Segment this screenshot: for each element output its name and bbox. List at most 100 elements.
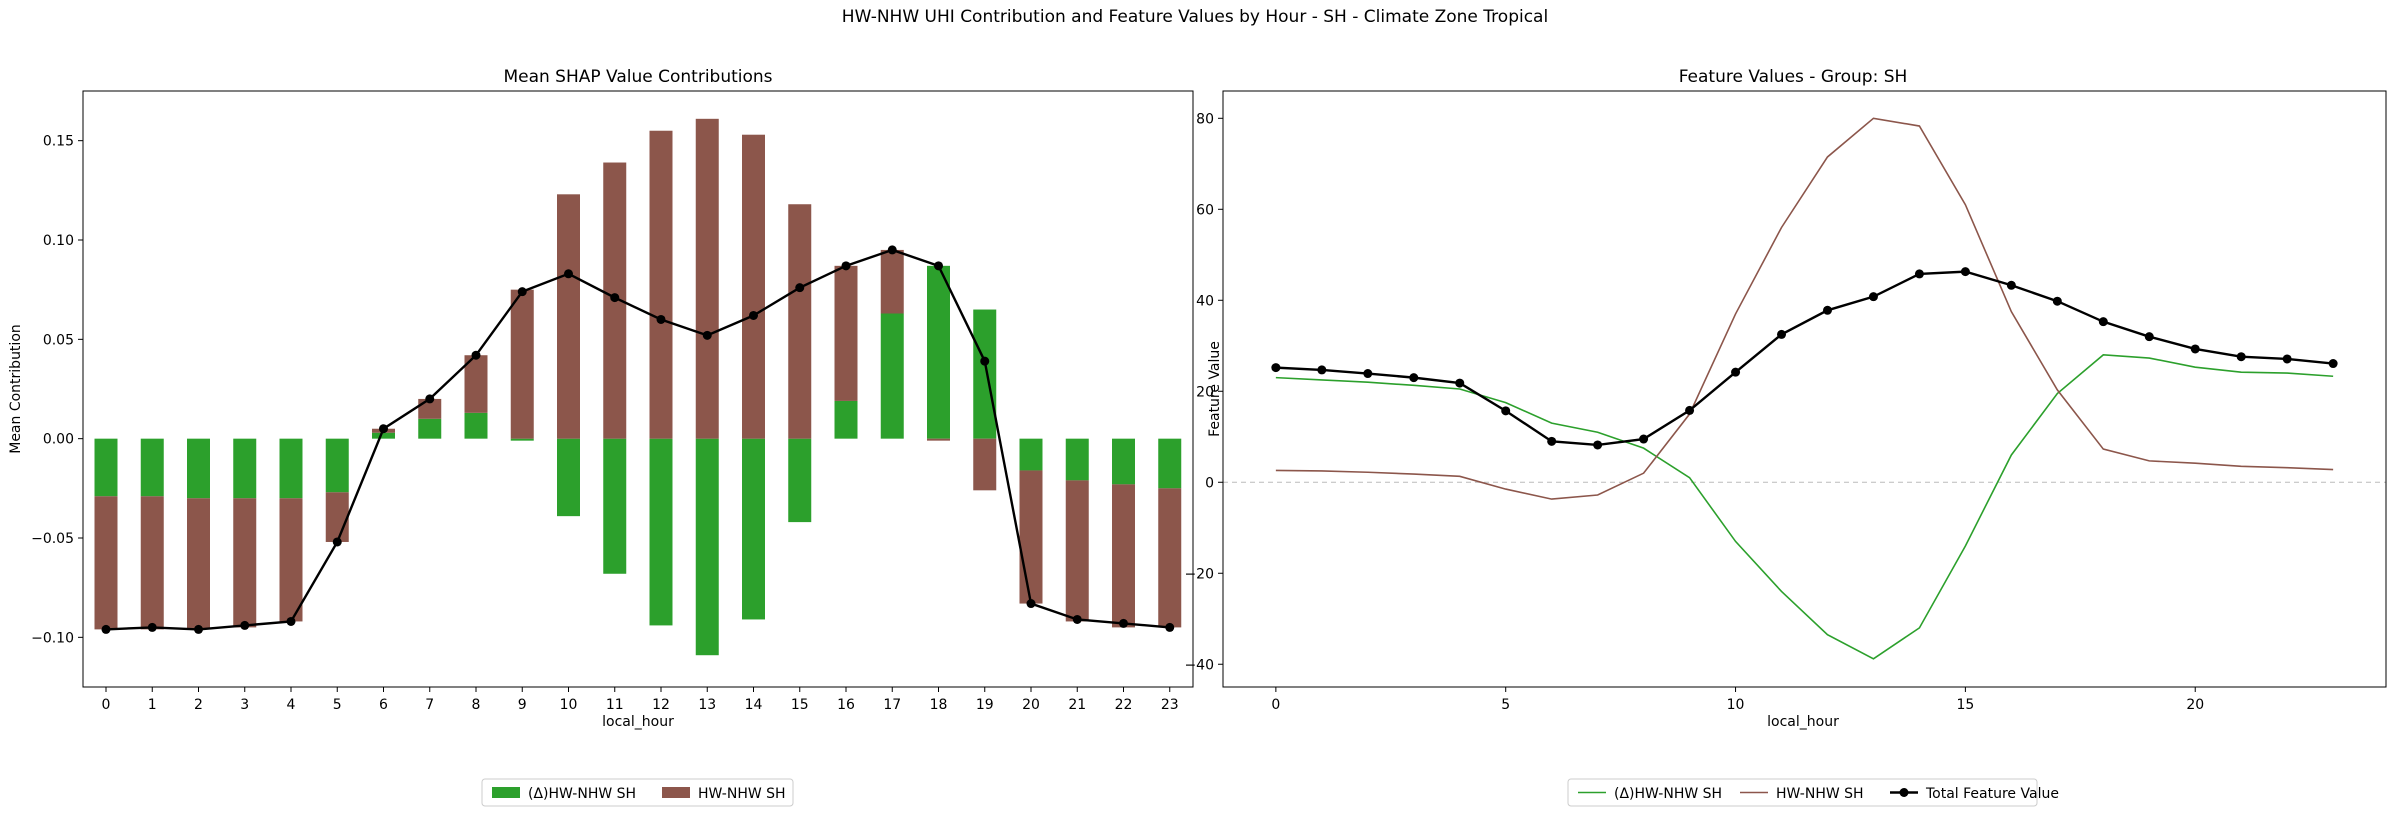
x-tick-label: 13 <box>698 697 716 713</box>
shap-chart-xlabel: local_hour <box>602 714 674 730</box>
bar-delta-hour-1 <box>140 438 164 497</box>
x-tick-label: 10 <box>1727 697 1745 713</box>
legend-label-0: (Δ)HW-NHW SH <box>1614 786 1722 802</box>
total-point-hour-15 <box>795 283 805 293</box>
bar-hwnhw-hour-15 <box>788 204 812 439</box>
series-point-2-hour-22 <box>2282 354 2292 364</box>
bar-hwnhw-hour-22 <box>1112 484 1135 628</box>
x-tick-label: 2 <box>194 697 203 713</box>
x-tick-label: 23 <box>1161 697 1179 713</box>
bar-hwnhw-hour-8 <box>464 355 488 413</box>
x-tick-label: 1 <box>148 697 157 713</box>
total-point-hour-17 <box>887 245 897 255</box>
bar-hwnhw-hour-2 <box>187 498 210 630</box>
series-point-2-hour-1 <box>1317 365 1327 375</box>
x-tick-label: 20 <box>1022 697 1040 713</box>
y-tick-label: 80 <box>1196 111 1214 127</box>
x-tick-label: 12 <box>652 697 670 713</box>
total-point-hour-19 <box>980 356 990 366</box>
bar-delta-hour-14 <box>742 438 765 620</box>
total-point-hour-23 <box>1165 622 1175 632</box>
bar-delta-hour-7 <box>418 418 442 439</box>
series-point-2-hour-15 <box>1960 267 1970 277</box>
y-tick-label: 0.15 <box>43 134 74 150</box>
feature-chart-legend: (Δ)HW-NHW SH HW-NHW SH Total Feature Value <box>1567 778 2059 807</box>
legend-label-delta: (Δ)HW-NHW SH <box>528 786 636 802</box>
bar-delta-hour-3 <box>233 438 257 499</box>
series-point-2-hour-8 <box>1639 434 1649 444</box>
series-point-2-hour-10 <box>1731 367 1741 377</box>
legend-frame <box>481 778 794 807</box>
legend-label-hwnhw: HW-NHW SH <box>698 786 786 802</box>
bar-hwnhw-hour-23 <box>1158 488 1182 628</box>
series-point-2-hour-6 <box>1547 436 1557 446</box>
total-point-hour-1 <box>147 622 157 632</box>
y-tick-label: 0.05 <box>43 332 74 348</box>
x-tick-label: 7 <box>425 697 434 713</box>
bar-delta-hour-11 <box>603 438 627 574</box>
x-tick-label: 22 <box>1115 697 1133 713</box>
legend-swatch-delta <box>492 787 520 798</box>
series-point-2-hour-4 <box>1455 378 1465 388</box>
shap-chart-ylabel: Mean Contribution <box>8 324 24 454</box>
total-point-hour-3 <box>240 620 250 630</box>
series-point-2-hour-13 <box>1868 292 1878 302</box>
bar-delta-hour-17 <box>880 313 904 439</box>
bar-delta-hour-0 <box>94 438 118 497</box>
series-point-2-hour-5 <box>1501 406 1511 416</box>
y-tick-label: −0.05 <box>31 531 74 547</box>
x-tick-label: 15 <box>791 697 809 713</box>
bar-delta-hour-18 <box>927 265 950 439</box>
total-point-hour-20 <box>1026 599 1036 609</box>
series-point-2-hour-16 <box>2006 280 2016 290</box>
legend-marker-2 <box>1899 788 1909 797</box>
bar-delta-hour-19 <box>973 309 997 439</box>
shap-chart-legend: (Δ)HW-NHW SH HW-NHW SH <box>481 778 794 807</box>
total-point-hour-6 <box>379 424 388 434</box>
x-tick-label: 17 <box>883 697 901 713</box>
total-point-hour-9 <box>517 287 527 297</box>
y-tick-label: 0.00 <box>43 432 74 448</box>
total-point-hour-14 <box>749 310 758 320</box>
total-point-hour-13 <box>702 330 712 340</box>
bar-delta-hour-20 <box>1019 438 1043 471</box>
bar-delta-hour-21 <box>1065 438 1089 481</box>
x-tick-label: 18 <box>930 697 948 713</box>
legend-label-1: HW-NHW SH <box>1776 786 1864 802</box>
series-point-2-hour-20 <box>2190 344 2200 354</box>
total-point-hour-12 <box>656 314 666 324</box>
feature-chart-title: Feature Values - Group: SH <box>1679 67 1908 87</box>
y-tick-label: 0.10 <box>43 233 74 249</box>
y-tick-label: 40 <box>1196 293 1214 309</box>
bar-hwnhw-hour-14 <box>742 134 765 439</box>
legend-frame <box>1567 778 2038 807</box>
bar-delta-hour-22 <box>1112 438 1135 485</box>
feature-chart-frame <box>1222 90 2387 688</box>
x-tick-label: 0 <box>102 697 111 713</box>
y-tick-label: 20 <box>1196 384 1214 400</box>
series-point-2-hour-18 <box>2098 317 2108 327</box>
total-point-hour-18 <box>934 261 943 271</box>
total-point-hour-2 <box>194 624 203 634</box>
bar-hwnhw-hour-12 <box>649 130 673 439</box>
bar-delta-hour-15 <box>788 438 812 523</box>
bar-delta-hour-12 <box>649 438 673 626</box>
x-tick-label: 14 <box>745 697 763 713</box>
y-tick-label: −40 <box>1184 657 1214 673</box>
bar-delta-hour-2 <box>187 438 210 499</box>
bar-hwnhw-hour-13 <box>695 118 719 439</box>
bar-hwnhw-hour-0 <box>94 496 118 630</box>
bar-hwnhw-hour-1 <box>140 496 164 630</box>
series-point-2-hour-23 <box>2328 359 2338 369</box>
bar-hwnhw-hour-21 <box>1065 480 1089 622</box>
x-tick-label: 19 <box>976 697 994 713</box>
bar-hwnhw-hour-10 <box>557 194 580 439</box>
total-point-hour-7 <box>425 394 435 404</box>
total-point-hour-16 <box>841 261 851 271</box>
series-point-2-hour-0 <box>1271 363 1281 373</box>
bar-delta-hour-10 <box>557 438 580 517</box>
x-tick-label: 21 <box>1068 697 1086 713</box>
x-tick-label: 15 <box>1956 697 1974 713</box>
